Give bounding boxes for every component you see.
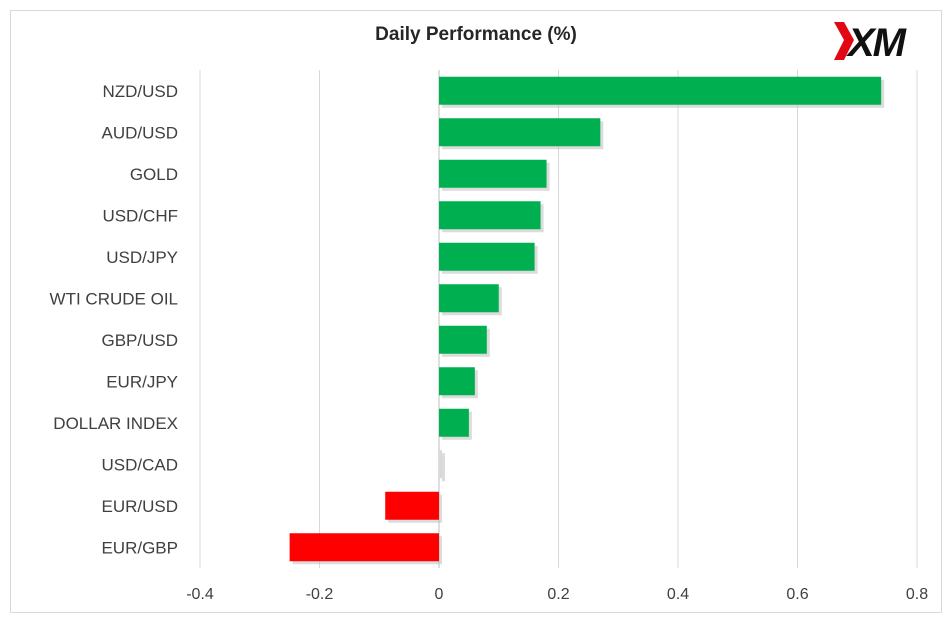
category-label: USD/CHF [102, 206, 178, 225]
category-labels: NZD/USD AUD/USD GOLD USD/CHF USD/JPY WTI CRUD… [50, 82, 178, 558]
category-label: NZD/USD [102, 82, 178, 101]
category-label: USD/CAD [101, 455, 178, 474]
category-label: GBP/USD [101, 331, 178, 350]
xm-logo-text: XM [846, 21, 908, 65]
bar [439, 201, 541, 230]
category-label: USD/JPY [106, 248, 178, 267]
category-label: EUR/GBP [101, 538, 178, 557]
x-tick-label: -0.4 [186, 586, 214, 603]
bar [439, 242, 535, 271]
x-tick-label: 0.6 [786, 586, 808, 603]
bar [289, 533, 439, 562]
bars [289, 76, 885, 565]
bar [439, 408, 469, 437]
x-tick-label: 0.4 [667, 586, 689, 603]
x-tick-label: 0.8 [906, 586, 928, 603]
x-tick-label: 0.2 [547, 586, 569, 603]
category-label: AUD/USD [101, 123, 178, 142]
bar [439, 76, 882, 105]
bar [385, 491, 439, 520]
xm-logo-red-mark [834, 22, 854, 60]
bar-shadow [442, 453, 445, 482]
bar [439, 118, 601, 147]
bar [439, 367, 475, 396]
xm-logo: XM [834, 21, 910, 65]
bar [439, 284, 499, 313]
bar [439, 159, 547, 188]
category-label: EUR/USD [101, 497, 178, 516]
category-label: WTI CRUDE OIL [50, 289, 178, 308]
category-label: GOLD [130, 165, 178, 184]
bar [439, 325, 487, 354]
bar [439, 450, 442, 479]
x-tick-label: 0 [435, 586, 444, 603]
gridlines [199, 70, 918, 568]
category-label: DOLLAR INDEX [53, 414, 178, 433]
chart-title: Daily Performance (%) [375, 24, 577, 45]
x-tick-label: -0.2 [306, 586, 334, 603]
category-label: EUR/JPY [106, 372, 178, 391]
x-tick-labels: -0.4 -0.2 0 0.2 0.4 0.6 0.8 [186, 586, 928, 603]
